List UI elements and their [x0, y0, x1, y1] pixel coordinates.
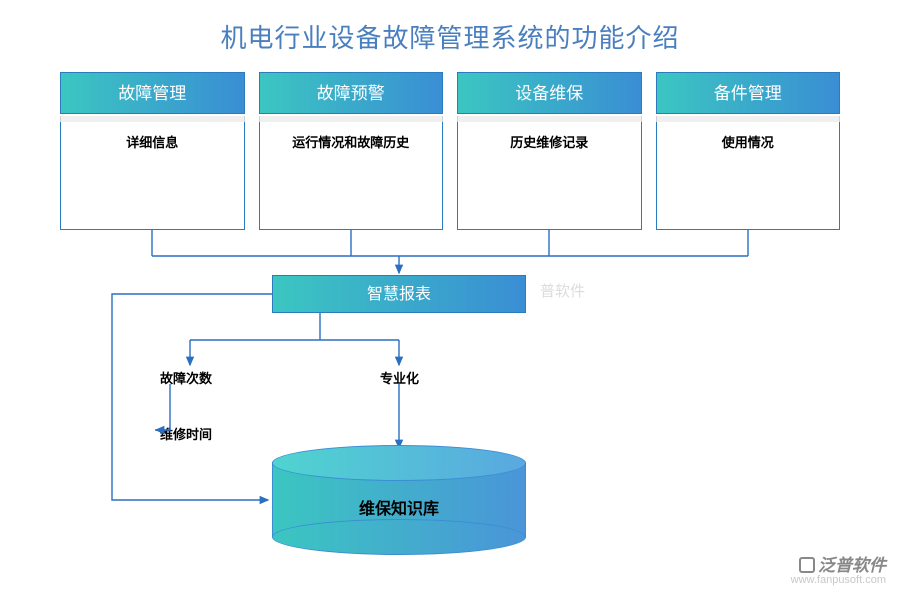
module-2: 设备维保 历史维修记录: [457, 72, 642, 230]
watermark-url: www.fanpusoft.com: [791, 574, 886, 586]
module-header-0: 故障管理: [60, 72, 245, 114]
watermark-brand: 泛普软件: [791, 551, 886, 576]
branch-right-label: 专业化: [380, 368, 419, 387]
module-body-0: 详细信息: [60, 122, 245, 230]
modules-row: 故障管理 详细信息 故障预警 运行情况和故障历史 设备维保 历史维修记录 备件管…: [60, 72, 840, 230]
module-header-3: 备件管理: [656, 72, 841, 114]
cylinder-db: 维保知识库: [272, 445, 526, 555]
cylinder-bottom: [272, 519, 526, 555]
watermark-faint: 普软件: [540, 280, 585, 301]
module-body-2: 历史维修记录: [457, 122, 642, 230]
watermark-brand-text: 泛普软件: [818, 556, 886, 575]
cylinder-top: [272, 445, 526, 481]
module-0: 故障管理 详细信息: [60, 72, 245, 230]
module-body-1: 运行情况和故障历史: [259, 122, 444, 230]
cylinder-label: 维保知识库: [272, 495, 526, 519]
logo-icon: [799, 557, 815, 573]
watermark-corner: 泛普软件 www.fanpusoft.com: [791, 551, 886, 586]
module-1: 故障预警 运行情况和故障历史: [259, 72, 444, 230]
module-3: 备件管理 使用情况: [656, 72, 841, 230]
branch-left-label: 故障次数: [160, 368, 212, 387]
module-header-2: 设备维保: [457, 72, 642, 114]
module-header-1: 故障预警: [259, 72, 444, 114]
page-title: 机电行业设备故障管理系统的功能介绍: [0, 0, 900, 55]
branch-left-sub-label: 维修时间: [160, 424, 212, 443]
center-box: 智慧报表: [272, 275, 526, 313]
module-body-3: 使用情况: [656, 122, 841, 230]
